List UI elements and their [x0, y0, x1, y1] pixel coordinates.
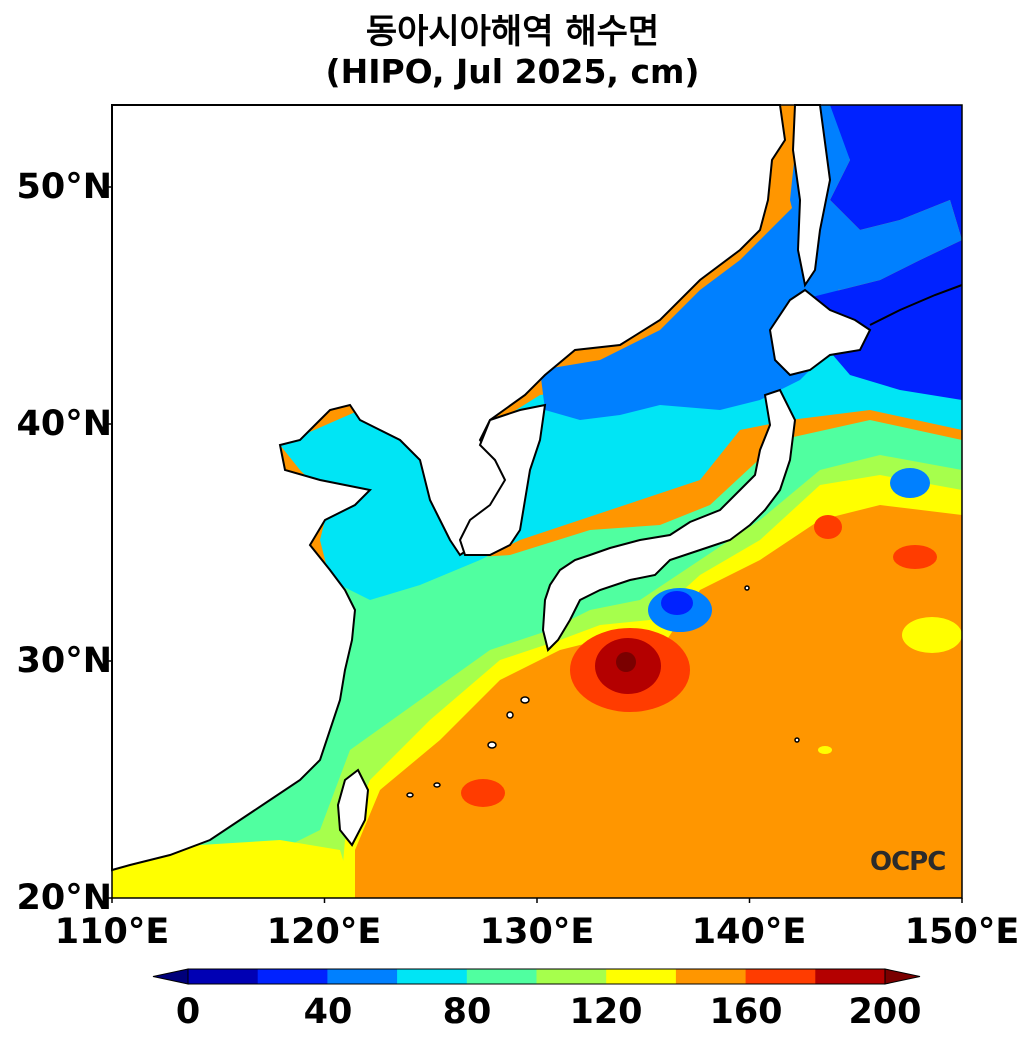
- colorbar-under-triangle: [152, 968, 189, 985]
- colorbar-label-120: 120: [569, 992, 643, 1032]
- y-tick-label-40: 40°N: [16, 404, 113, 444]
- colorbar-segment-100: [536, 969, 607, 984]
- land-hokkaido: [768, 288, 872, 377]
- land-korea: [458, 403, 547, 556]
- map-subtitle: (HIPO, Jul 2025, cm): [325, 52, 700, 91]
- field-100-120: [112, 420, 962, 860]
- field-40-60-b: [790, 105, 962, 290]
- colorbar-label-40: 40: [303, 992, 353, 1032]
- x-tick-label-150: 150°E: [904, 912, 1020, 952]
- colorbar-label-0: 0: [175, 992, 201, 1032]
- land-taiwan: [336, 768, 370, 847]
- colorbar-segment-140: [675, 969, 747, 984]
- land-japan: [541, 388, 797, 652]
- ocpc-logo: OCPC: [870, 847, 946, 877]
- ryukyu-islands: [406, 585, 800, 798]
- colorbar-segment-60: [397, 969, 468, 984]
- cool-spot-3: [890, 468, 930, 498]
- colorbar-segment-160: [745, 969, 816, 984]
- colorbar: [152, 968, 921, 985]
- colorbar-segment-40: [327, 969, 398, 984]
- land-asia: [111, 104, 787, 872]
- colorbar-frame: [187, 968, 886, 985]
- colorbar-segment-180: [815, 969, 886, 984]
- colorbar-label-160: 160: [709, 992, 783, 1032]
- eddy-high-200-core: [616, 652, 636, 672]
- y-tick-label-20: 20°N: [16, 878, 113, 918]
- eddy-low-40-60: [661, 591, 693, 615]
- colorbar-segment-20: [257, 969, 328, 984]
- x-tick-label-130: 130°E: [479, 912, 595, 952]
- cool-spot-1: [902, 617, 962, 653]
- warm-spot-1: [461, 779, 505, 807]
- x-tick-label-110: 110°E: [54, 912, 170, 952]
- colorbar-segment-80: [466, 969, 537, 984]
- axis-ticks: [107, 186, 963, 903]
- colorbar-segment-0: [188, 969, 259, 984]
- land-kurils: [869, 284, 963, 326]
- colorbar-label-200: 200: [848, 992, 922, 1032]
- field-60-80: [540, 200, 962, 420]
- warm-spot-2: [814, 515, 842, 539]
- colorbar-segment-120: [606, 969, 677, 984]
- colorbar-over-triangle: [884, 968, 921, 985]
- land-sakhalin: [791, 104, 832, 288]
- y-tick-label-30: 30°N: [16, 641, 113, 681]
- cool-spot-2: [818, 746, 832, 754]
- x-tick-label-140: 140°E: [691, 912, 807, 952]
- sea-level-contours: [111, 104, 963, 899]
- map-title: 동아시아해역 해수면: [365, 12, 660, 52]
- x-tick-label-120: 120°E: [266, 912, 382, 952]
- y-tick-label-50: 50°N: [16, 167, 113, 207]
- colorbar-label-80: 80: [442, 992, 492, 1032]
- warm-spot-3: [893, 545, 937, 569]
